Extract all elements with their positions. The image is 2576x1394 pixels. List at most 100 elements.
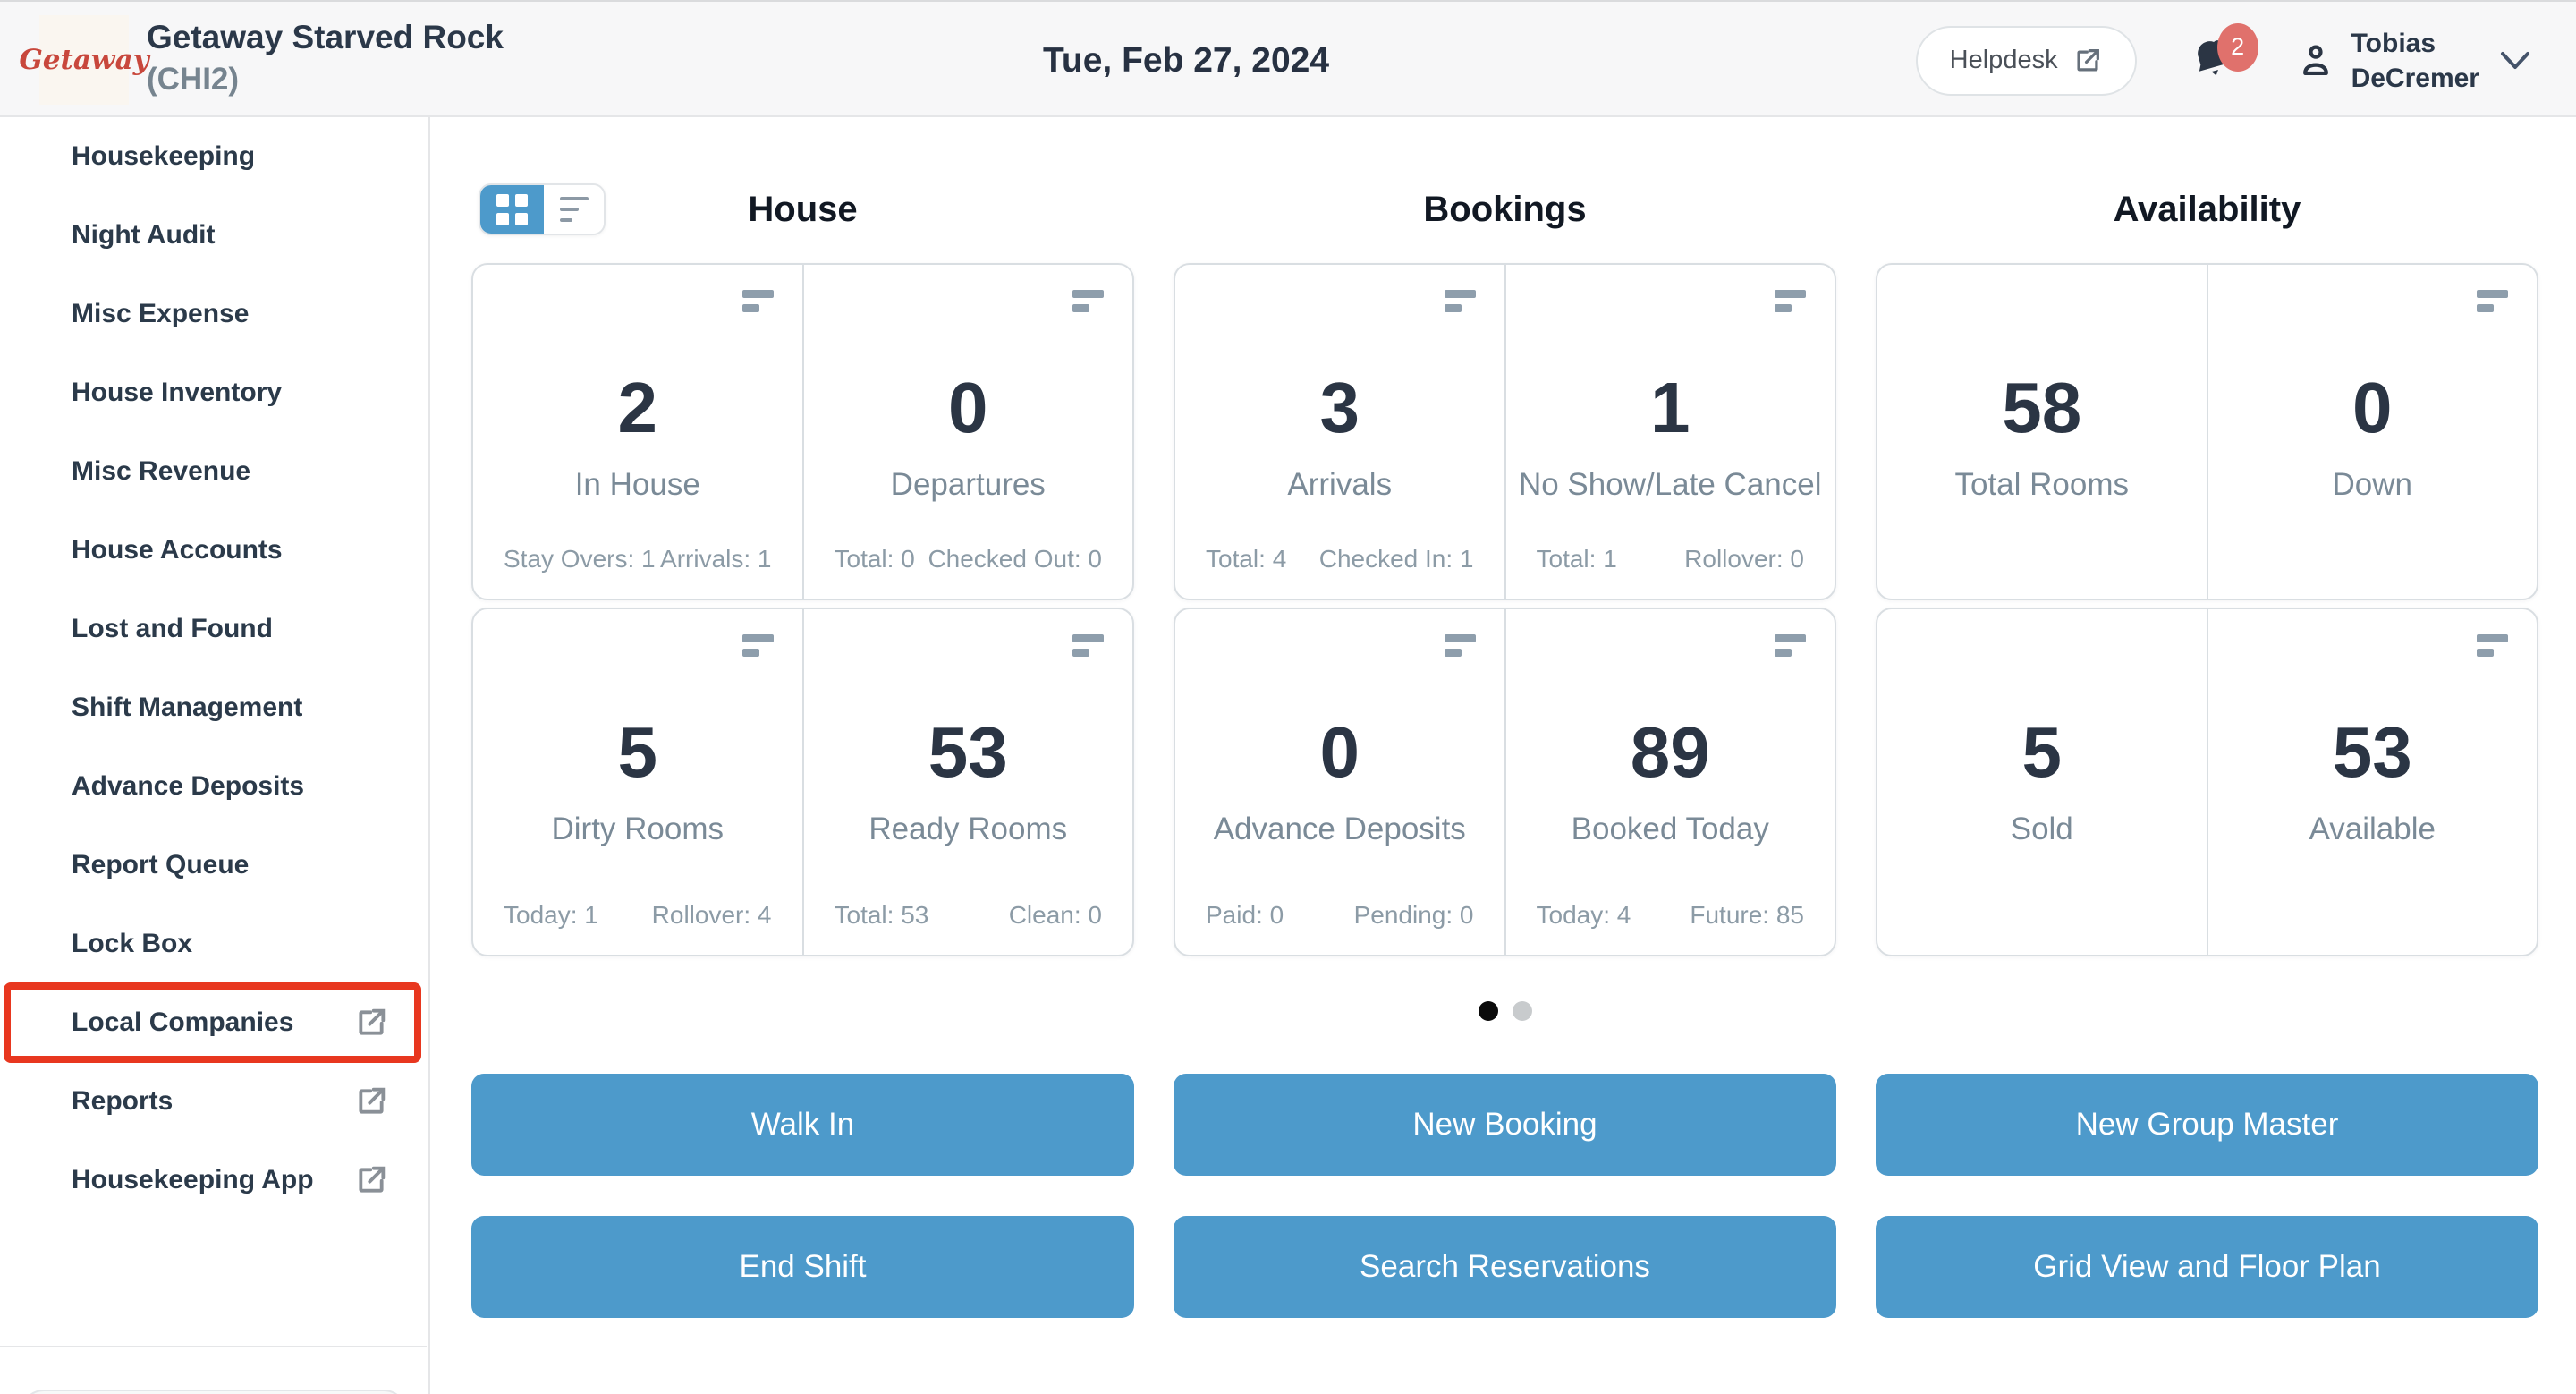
external-link-icon (2072, 46, 2103, 76)
sidebar-item-house-inventory[interactable]: House Inventory (0, 353, 428, 432)
card-value: 2 (617, 368, 658, 447)
external-link-icon (353, 1005, 389, 1041)
stat-card-departures[interactable]: 0 Departures Total: 0 Checked Out: 0 (801, 265, 1133, 599)
card-label: Down (2332, 467, 2412, 502)
substat: Total: 4 (1206, 545, 1287, 573)
sidebar-item-housekeeping[interactable]: Housekeeping (0, 117, 428, 196)
sidebar-item-label: Advance Deposits (72, 771, 305, 801)
helpdesk-label: Helpdesk (1949, 46, 2058, 74)
view-toggle (479, 183, 606, 235)
sidebar-item-label: Lock Box (72, 929, 193, 958)
card-value: 5 (2021, 712, 2063, 792)
card-group: 2 In House Stay Overs: 1 Arrivals: 1 0 Depart… (471, 263, 1134, 600)
header: Getaway Getaway Starved Rock (CHI2) Tue,… (0, 0, 2576, 117)
card-label: Advance Deposits (1213, 812, 1466, 846)
section-title-house: House (748, 190, 858, 229)
new-group-master-button[interactable]: New Group Master (1876, 1074, 2538, 1176)
stat-card-sold[interactable]: 5 Sold (1877, 609, 2207, 955)
new-booking-button[interactable]: New Booking (1174, 1074, 1836, 1176)
cards-area: 2 In House Stay Overs: 1 Arrivals: 1 0 Depart… (471, 263, 2538, 956)
card-group: 0 Advance Deposits Paid: 0 Pending: 0 89 Book… (1174, 608, 1836, 956)
sidebar-item-label: Housekeeping (72, 141, 256, 171)
card-label: Total Rooms (1954, 467, 2130, 502)
card-menu-icon[interactable] (1775, 290, 1806, 312)
card-value: 0 (2352, 368, 2393, 447)
grid-view-and-floor-plan-button[interactable]: Grid View and Floor Plan (1876, 1216, 2538, 1318)
grid-view-button[interactable] (480, 185, 544, 234)
sidebar-item-local-companies[interactable]: Local Companies (0, 982, 428, 1063)
helpdesk-button[interactable]: Helpdesk (1915, 25, 2137, 96)
sidebar-item-misc-expense[interactable]: Misc Expense (0, 275, 428, 353)
sidebar-item-label: Shift Management (72, 693, 303, 722)
substat: Arrivals: 1 (660, 545, 772, 573)
substat: Today: 1 (504, 901, 598, 929)
stat-card-booked-today[interactable]: 89 Booked Today Today: 4 Future: 85 (1504, 609, 1835, 955)
walk-in-button[interactable]: Walk In (471, 1074, 1134, 1176)
sidebar-item-shift-management[interactable]: Shift Management (0, 668, 428, 747)
card-menu-icon[interactable] (741, 290, 774, 312)
search-reservations-button[interactable]: Search Reservations (1174, 1216, 1836, 1318)
card-menu-icon[interactable] (741, 634, 774, 657)
sidebar-item-housekeeping-app[interactable]: Housekeeping App (0, 1141, 428, 1220)
brand-logo: Getaway (19, 15, 149, 105)
grid-view-icon (496, 193, 528, 225)
stat-card-in-house[interactable]: 2 In House Stay Overs: 1 Arrivals: 1 (473, 265, 802, 599)
property-title-block: Getaway Starved Rock (CHI2) (147, 16, 504, 100)
current-date: Tue, Feb 27, 2024 (1042, 40, 1330, 80)
user-name-line1: Tobias (2351, 28, 2436, 58)
card-substats: Total: 1 Rollover: 0 (1537, 545, 1805, 574)
substat: Total: 1 (1536, 545, 1617, 573)
card-label: Arrivals (1287, 467, 1393, 502)
card-menu-icon[interactable] (2477, 634, 2508, 657)
stat-card-ready-rooms[interactable]: 53 Ready Rooms Total: 53 Clean: 0 (801, 609, 1133, 955)
sidebar-item-house-accounts[interactable]: House Accounts (0, 511, 428, 590)
stat-card-total-rooms[interactable]: 58 Total Rooms (1877, 265, 2207, 599)
pagination-dot-2[interactable] (1512, 1001, 1532, 1021)
sidebar-item-label: Local Companies (72, 1007, 294, 1037)
stat-card-advance-deposits[interactable]: 0 Advance Deposits Paid: 0 Pending: 0 (1175, 609, 1504, 955)
card-menu-icon[interactable] (1072, 634, 1104, 657)
section-title-bookings: Bookings (1423, 190, 1587, 229)
chevron-down-icon[interactable] (2499, 50, 2531, 72)
card-substats: Today: 1 Rollover: 4 (504, 901, 772, 930)
stat-card-no-show-late-cancel[interactable]: 1 No Show/Late Cancel Total: 1 Rollover: 0 (1504, 265, 1835, 599)
card-column-house: 2 In House Stay Overs: 1 Arrivals: 1 0 Depart… (471, 263, 1134, 956)
card-menu-icon[interactable] (1444, 290, 1476, 312)
notifications-button[interactable]: 2 (2187, 22, 2258, 88)
pagination-dot-1[interactable] (1478, 1001, 1498, 1021)
main-content: House Bookings Availability 2 In House Stay … (471, 117, 2538, 1394)
sidebar-item-night-audit[interactable]: Night Audit (0, 196, 428, 275)
sidebar-item-advance-deposits[interactable]: Advance Deposits (0, 747, 428, 826)
card-menu-icon[interactable] (1775, 634, 1806, 657)
user-menu[interactable]: Tobias DeCremer (2296, 26, 2479, 96)
sidebar-item-reports[interactable]: Reports (0, 1062, 428, 1141)
card-label: Departures (890, 467, 1046, 502)
external-link-icon (353, 1162, 389, 1198)
card-column-availability: 58 Total Rooms 0 Down 5 Sold 53 Available (1876, 263, 2538, 956)
substat: Paid: 0 (1206, 901, 1284, 929)
sidebar-item-label: Report Queue (72, 850, 250, 880)
card-menu-icon[interactable] (1444, 634, 1476, 657)
substat: Future: 85 (1690, 901, 1804, 929)
trainkey-button[interactable]: TrainKey (20, 1390, 407, 1394)
card-group: 58 Total Rooms 0 Down (1876, 263, 2538, 600)
end-shift-button[interactable]: End Shift (471, 1216, 1134, 1318)
sidebar-item-misc-revenue[interactable]: Misc Revenue (0, 432, 428, 511)
substat: Total: 0 (834, 545, 915, 573)
stat-card-arrivals[interactable]: 3 Arrivals Total: 4 Checked In: 1 (1175, 265, 1504, 599)
card-menu-icon[interactable] (2477, 290, 2508, 312)
sidebar-item-lock-box[interactable]: Lock Box (0, 905, 428, 983)
substat: Total: 53 (834, 901, 929, 929)
stat-card-dirty-rooms[interactable]: 5 Dirty Rooms Today: 1 Rollover: 4 (473, 609, 802, 955)
card-menu-icon[interactable] (1072, 290, 1104, 312)
stat-card-available[interactable]: 53 Available (2206, 609, 2538, 955)
sidebar-item-label: Misc Revenue (72, 456, 251, 486)
sidebar-item-report-queue[interactable]: Report Queue (0, 826, 428, 905)
list-view-button[interactable] (544, 185, 604, 234)
sidebar-item-lost-and-found[interactable]: Lost and Found (0, 590, 428, 668)
notification-badge: 2 (2216, 22, 2258, 72)
sidebar: Housekeeping Night Audit Misc Expense House… (0, 117, 430, 1394)
substat: Pending: 0 (1353, 901, 1474, 929)
stat-card-down[interactable]: 0 Down (2206, 265, 2538, 599)
